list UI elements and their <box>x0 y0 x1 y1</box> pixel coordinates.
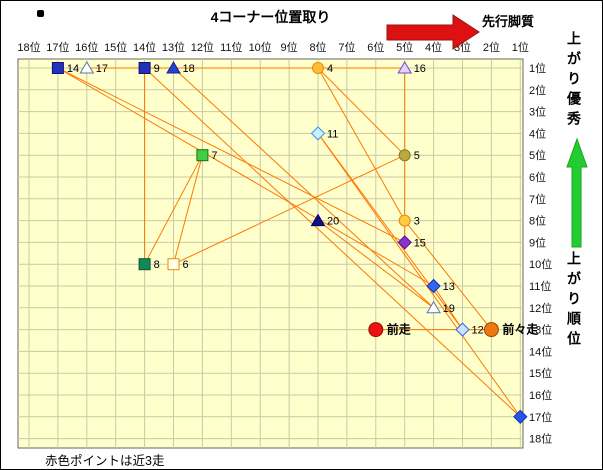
history-line <box>317 67 406 221</box>
y-tick-label: 10位 <box>529 257 552 271</box>
race-point-2 <box>483 322 499 338</box>
y-tick-label: 4位 <box>529 126 546 140</box>
agari-rank-label: 上がり順位 <box>566 251 582 351</box>
race-point-label-19: 19 <box>443 303 455 315</box>
plot-area <box>17 58 524 449</box>
race-point-18 <box>166 61 181 74</box>
history-line <box>317 133 521 418</box>
y-tick-label: 9位 <box>529 235 546 249</box>
x-tick-label: 7位 <box>338 40 355 54</box>
legend-note: 赤色ポイントは近3走 <box>45 454 165 468</box>
lead-style-label: 先行脚質 <box>482 14 535 29</box>
x-tick-label: 1位 <box>512 40 529 54</box>
y-tick-label: 5位 <box>529 148 546 162</box>
x-tick-label: 18位 <box>17 40 40 54</box>
race-point-8 <box>138 258 151 271</box>
race-point-label-8: 8 <box>154 259 160 271</box>
history-line <box>317 67 406 156</box>
history-line <box>173 67 434 309</box>
x-tick-label: 17位 <box>46 40 69 54</box>
race-point-label-13: 13 <box>443 281 455 293</box>
y-tick-label: 14位 <box>529 344 552 358</box>
y-tick-label: 3位 <box>529 105 546 119</box>
race-point-6 <box>167 258 180 271</box>
race-point-label-5: 5 <box>414 150 420 162</box>
history-line <box>433 285 463 330</box>
x-tick-label: 6位 <box>367 40 384 54</box>
y-tick-label: 1位 <box>529 61 546 75</box>
x-tick-label: 10位 <box>249 40 272 54</box>
race-point-9 <box>138 62 151 74</box>
x-tick-label: 9位 <box>281 40 298 54</box>
race-point-5 <box>398 149 411 162</box>
chart-title: 4コーナー位置取り <box>210 9 331 25</box>
y-tick-label: 18位 <box>529 432 552 446</box>
x-tick-label: 16位 <box>75 40 98 54</box>
y-tick-label: 12位 <box>529 301 552 315</box>
race-point-7 <box>196 149 209 162</box>
y-tick-label: 16位 <box>529 388 552 402</box>
race-point-4 <box>312 62 324 74</box>
race-point-label-14: 14 <box>67 63 79 75</box>
x-tick-label: 4位 <box>425 40 442 54</box>
race-point-label-16: 16 <box>414 63 426 75</box>
race-point-13 <box>426 278 441 294</box>
race-point-17 <box>79 61 95 74</box>
agari-good-label: 上がり優秀 <box>566 31 582 131</box>
race-point-label-20: 20 <box>327 216 339 228</box>
race-point-10 <box>513 409 528 425</box>
race-point-label-1: 前走 <box>387 322 411 337</box>
history-line <box>173 155 203 265</box>
race-point-label-6: 6 <box>183 259 189 271</box>
race-point-label-7: 7 <box>211 150 217 162</box>
race-point-20 <box>310 213 326 227</box>
y-tick-label: 13位 <box>529 323 552 337</box>
y-tick-label: 7位 <box>529 192 546 206</box>
x-tick-label: 12位 <box>191 40 214 54</box>
history-line <box>404 220 492 330</box>
history-line <box>317 220 434 309</box>
x-tick-label: 5位 <box>396 40 413 54</box>
race-point-label-17: 17 <box>96 63 108 75</box>
race-point-16 <box>397 61 413 74</box>
y-tick-label: 8位 <box>529 214 546 228</box>
race-point-19 <box>426 300 441 314</box>
x-tick-label: 2位 <box>483 40 500 54</box>
race-point-label-3: 3 <box>414 216 420 228</box>
history-line <box>144 154 203 265</box>
race-point-label-12: 12 <box>472 325 484 337</box>
x-tick-label: 8位 <box>309 40 326 54</box>
history-line <box>173 154 405 265</box>
race-point-label-4: 4 <box>327 63 333 75</box>
race-point-3 <box>398 214 411 227</box>
race-point-label-11: 11 <box>327 128 338 140</box>
x-tick-label: 14位 <box>133 40 156 54</box>
x-tick-label: 15位 <box>104 40 127 54</box>
lead-style-arrow-icon <box>386 14 480 50</box>
history-line <box>144 67 521 418</box>
race-point-11 <box>310 126 326 141</box>
race-point-1 <box>368 322 384 338</box>
agari-up-arrow-icon <box>566 137 588 248</box>
top-left-dot <box>37 10 44 17</box>
y-tick-label: 15位 <box>529 366 552 380</box>
history-line <box>317 133 463 330</box>
y-tick-label: 6位 <box>529 170 546 184</box>
race-point-12 <box>455 322 470 337</box>
race-point-label-2: 前々走 <box>502 322 538 337</box>
race-point-label-18: 18 <box>183 63 195 75</box>
race-point-label-9: 9 <box>154 63 160 75</box>
race-point-label-15: 15 <box>414 237 426 249</box>
history-line <box>57 67 405 243</box>
race-point-15 <box>397 235 412 250</box>
y-tick-label: 11位 <box>529 279 551 293</box>
y-tick-label: 2位 <box>529 83 546 97</box>
race-point-14 <box>51 62 64 74</box>
x-tick-label: 13位 <box>162 40 185 54</box>
x-tick-label: 11位 <box>220 40 242 54</box>
y-tick-label: 17位 <box>529 410 552 424</box>
